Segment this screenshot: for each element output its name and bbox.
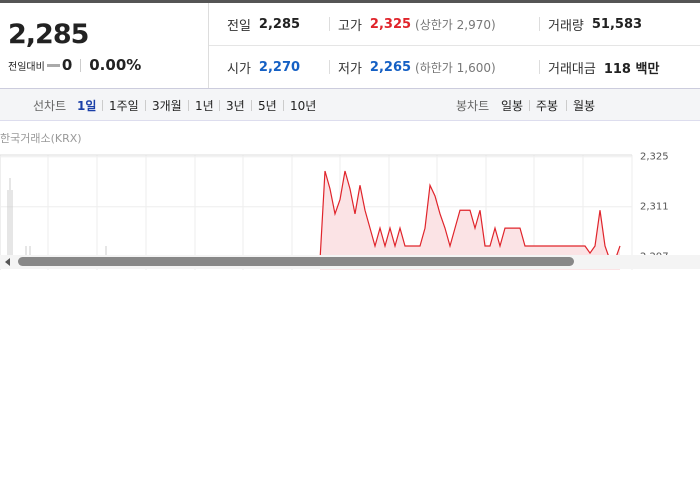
candle-tab[interactable]: 월봉 [573, 99, 596, 113]
period-tab[interactable]: 1년 [195, 99, 214, 113]
y-tick-label: 2,311 [640, 202, 669, 213]
stat-value: 2,270 [258, 59, 301, 75]
tab-separator [102, 100, 103, 111]
stat-label: 시가 [227, 61, 251, 77]
change-label: 전일대비 [8, 61, 45, 73]
period-tab[interactable]: 10년 [290, 99, 317, 113]
period-tab[interactable]: 5년 [258, 99, 277, 113]
separator [80, 58, 82, 72]
price-area [320, 170, 620, 270]
candle-tab[interactable]: 주봉 [536, 99, 559, 113]
period-tab[interactable]: 1주일 [109, 99, 139, 113]
change-row: 전일대비 0 0.00% [8, 56, 141, 74]
stat-cell: 전일 2,285 [209, 3, 329, 45]
stat-limit: (하한가 1,600) [415, 60, 496, 75]
candle-tab[interactable]: 일봉 [501, 99, 524, 113]
stat-label: 거래대금 [548, 61, 596, 77]
stat-limit: (상한가 2,970) [415, 17, 496, 32]
scrollbar-thumb[interactable] [18, 257, 574, 266]
tab-separator [566, 100, 567, 111]
stats-row: 시가 2,270 저가 2,265 (하한가 1,600) 거래대금 118 백만 [209, 46, 700, 88]
y-tick-label: 2,325 [640, 152, 669, 163]
stat-value: 2,285 [258, 16, 301, 32]
period-tab[interactable]: 3년 [226, 99, 245, 113]
flat-icon [46, 63, 60, 67]
tab-separator [145, 100, 146, 111]
change-rate: 0.00% [89, 56, 142, 74]
stat-cell: 고가 2,325 (상한가 2,970) [329, 3, 539, 45]
stat-cell: 거래량 51,583 [539, 3, 700, 45]
tab-separator [529, 100, 530, 111]
stat-cell: 거래대금 118 백만 [539, 46, 700, 88]
tab-separator [251, 100, 252, 111]
stats-row: 전일 2,285 고가 2,325 (상한가 2,970) 거래량 51,583 [209, 3, 700, 46]
stat-label: 고가 [338, 18, 362, 34]
price: 2,285 [8, 19, 89, 50]
line-chart-label: 선차트 [33, 99, 67, 113]
quote-panel: 2,285 전일대비 0 0.00% 전일 2,285 고가 2,325 (상한가 2,… [0, 0, 700, 88]
stat-value: 118 백만 [603, 61, 660, 77]
tab-bar: 선차트 1일 1주일 3개월 1년 3년 5년 10년 봉차트 일봉 주봉 월봉 [0, 88, 700, 121]
stat-cell: 저가 2,265 (하한가 1,600) [329, 46, 539, 88]
period-tab[interactable]: 3개월 [152, 99, 182, 113]
scroll-left-arrow[interactable] [5, 258, 10, 266]
period-tab[interactable]: 1일 [77, 99, 97, 113]
stat-label: 전일 [227, 18, 251, 34]
change: 0 [61, 56, 73, 74]
source: 한국거래소(KRX) [0, 132, 82, 145]
stat-value: 51,583 [591, 16, 643, 32]
stat-value: 2,265 [369, 59, 412, 75]
stat-label: 거래량 [548, 18, 584, 34]
stat-cell: 시가 2,270 [209, 46, 329, 88]
stat-label: 저가 [338, 61, 362, 77]
candle-chart-label: 봉차트 [456, 99, 490, 113]
tab-separator [283, 100, 284, 111]
tab-separator [219, 100, 220, 111]
price-line [319, 170, 621, 261]
price-box: 2,285 전일대비 0 0.00% [0, 3, 209, 88]
stat-value: 2,325 [369, 16, 412, 32]
tab-separator [188, 100, 189, 111]
